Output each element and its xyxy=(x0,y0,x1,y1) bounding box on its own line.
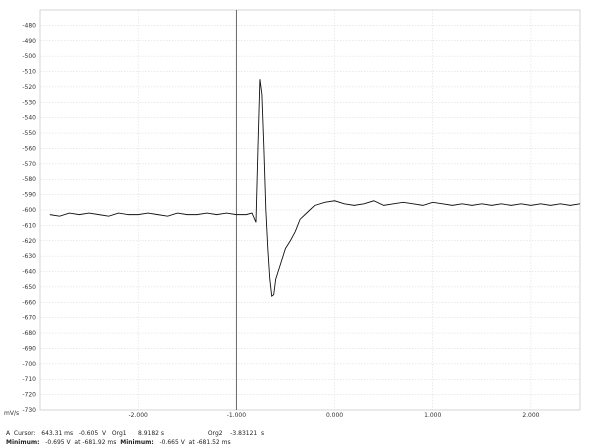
grid-lines xyxy=(40,10,580,411)
x-tick-labels: -2.000 -1.000 0.000 1.000 2.000 xyxy=(129,412,540,419)
y-tick-label: -560 xyxy=(22,145,36,152)
y-tick-label: -660 xyxy=(22,299,36,306)
y-tick-label: -590 xyxy=(22,192,36,199)
y-tick-label: -500 xyxy=(22,53,36,60)
y-tick-label: -640 xyxy=(22,269,36,276)
x-tick-label: -1.000 xyxy=(227,412,247,419)
minimum-value-b: -0.665 V at -681.52 ms xyxy=(153,439,231,446)
minimum-readout: Minimum: -0.695 V at -681.92 ms Minimum:… xyxy=(6,439,231,446)
minimum-value-a: -0.695 V at -681.92 ms xyxy=(39,439,121,446)
y-tick-labels: -480 -490 -500 -510 -520 -530 -540 -550 -560 -570… xyxy=(22,22,36,414)
y-tick-label: -710 xyxy=(22,376,36,383)
x-tick-label: 2.000 xyxy=(522,412,539,419)
y-tick-label: -480 xyxy=(22,22,36,29)
cursor-readout: A Cursor: 643.31 ms -0.605 V Org1 8.9182… xyxy=(6,430,265,437)
y-tick-label: -580 xyxy=(22,176,36,183)
y-axis-unit-label: mV/s xyxy=(4,410,19,417)
minimum-label-b: Minimum: xyxy=(120,439,154,446)
y-tick-label: -630 xyxy=(22,253,36,260)
y-tick-label: -720 xyxy=(22,392,36,399)
y-tick-label: -540 xyxy=(22,115,36,122)
y-tick-label: -570 xyxy=(22,161,36,168)
y-tick-label: -690 xyxy=(22,345,36,352)
y-tick-label: -530 xyxy=(22,99,36,106)
y-tick-label: -650 xyxy=(22,284,36,291)
series-line xyxy=(49,79,581,297)
y-tick-label: -620 xyxy=(22,238,36,245)
y-tick-label: -670 xyxy=(22,315,36,322)
y-tick-label: -700 xyxy=(22,361,36,368)
y-tick-label: -600 xyxy=(22,207,36,214)
x-tick-label: -2.000 xyxy=(129,412,149,419)
minimum-label-a: Minimum: xyxy=(6,439,40,446)
x-tick-label: 0.000 xyxy=(326,412,343,419)
y-tick-label: -550 xyxy=(22,130,36,137)
y-tick-label: -510 xyxy=(22,69,36,76)
y-tick-label: -730 xyxy=(22,407,36,414)
y-tick-label: -610 xyxy=(22,222,36,229)
x-tick-label: 1.000 xyxy=(424,412,441,419)
y-tick-label: -520 xyxy=(22,84,36,91)
y-tick-label: -490 xyxy=(22,38,36,45)
y-tick-label: -680 xyxy=(22,330,36,337)
signal-chart: -480 -490 -500 -510 -520 -530 -540 -550 -560 -570… xyxy=(4,9,581,419)
